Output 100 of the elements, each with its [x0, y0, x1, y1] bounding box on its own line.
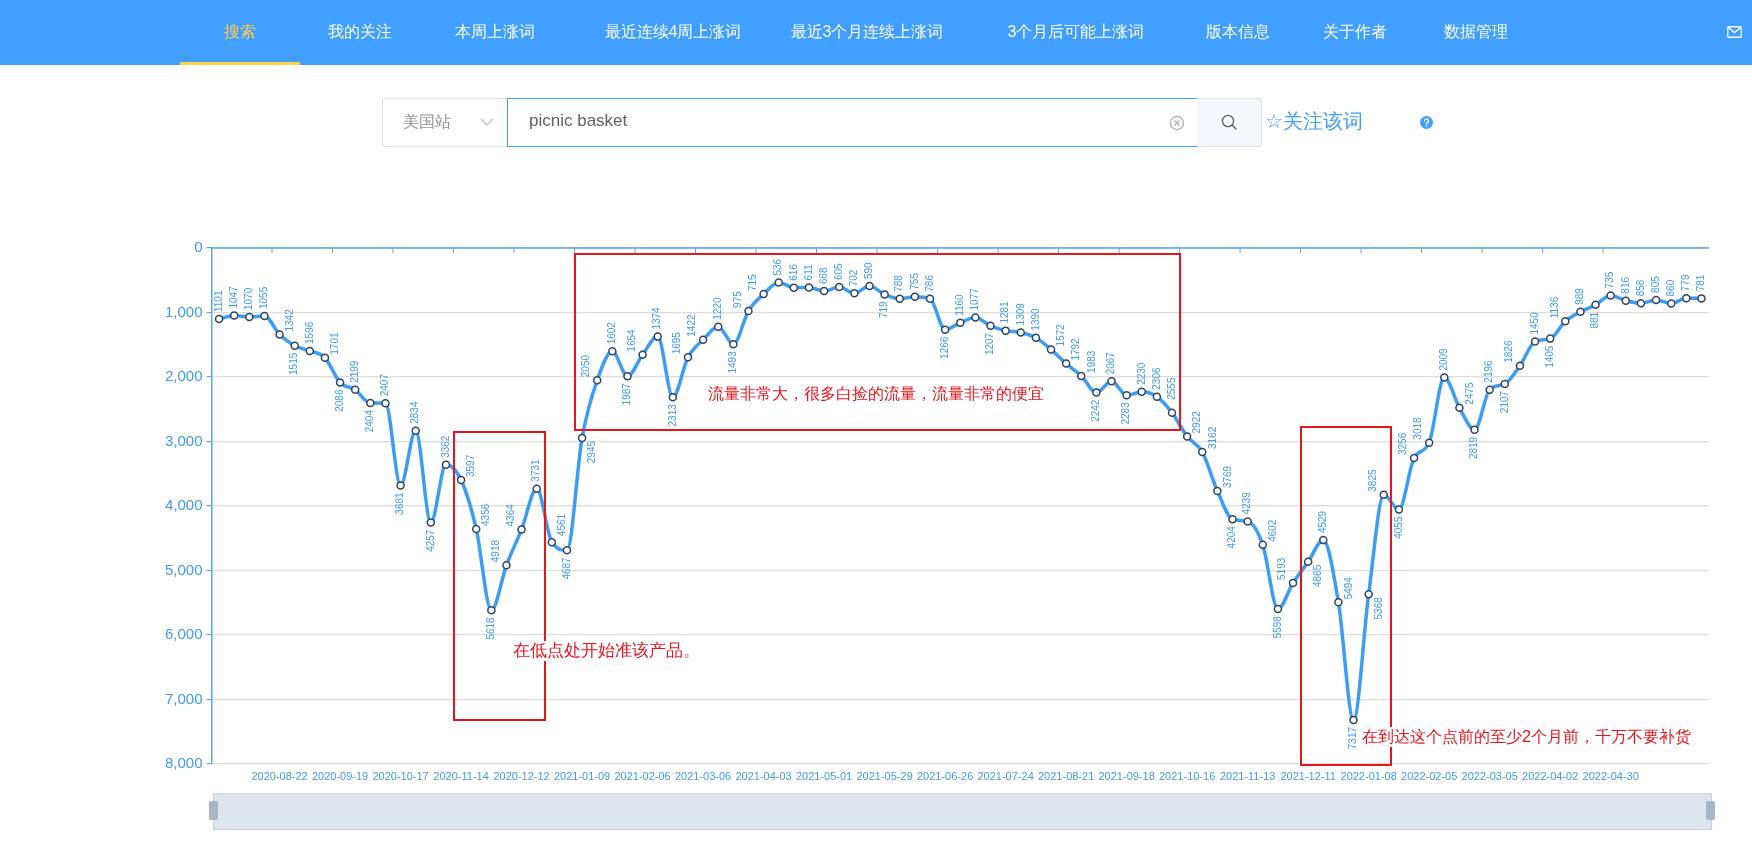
x-tick-label: 2022-03-05 [1461, 769, 1518, 782]
data-label: 536 [772, 258, 784, 276]
data-label: 781 [1695, 274, 1707, 292]
text: 最近连续4周上涨词 [604, 22, 742, 42]
data-label: 735 [1604, 271, 1616, 289]
annotation: 在低点处开始准该产品。 [513, 641, 700, 661]
data-label: 755 [908, 272, 920, 290]
data-label: 2555 [1165, 377, 1177, 400]
data-label: 4602 [1267, 519, 1279, 542]
data-label: 605 [832, 262, 844, 281]
x-tick-label: 2020-08-22 [251, 769, 308, 782]
x-tick-label: 2021-01-09 [553, 769, 611, 782]
data-label: 4257 [424, 529, 436, 552]
data-label: 616 [787, 263, 799, 281]
data-label: 1220 [711, 297, 723, 320]
y-tick-label: 1,000 [164, 302, 203, 320]
data-label: 881 [1589, 311, 1601, 329]
data-label: 1826 [1503, 340, 1515, 363]
data-label: 590 [863, 261, 875, 280]
x-tick-label: 2022-04-02 [1522, 769, 1579, 782]
data-label: 2945 [586, 440, 598, 464]
data-label: 989 [1574, 287, 1586, 305]
slider-handle[interactable] [1706, 801, 1715, 820]
data-label: 5494 [1342, 576, 1354, 600]
data-label: 5368 [1372, 596, 1384, 620]
data-label: 2407 [379, 373, 391, 397]
data-label: 1070 [243, 287, 255, 311]
data-label: 1701 [329, 332, 341, 355]
data-label: 1493 [727, 350, 739, 374]
data-label: 1281 [999, 300, 1011, 324]
data-label: 2283 [1120, 401, 1132, 425]
x-tick-label: 2022-01-08 [1340, 769, 1397, 782]
data-label: 4356 [480, 503, 492, 526]
data-label: 1055 [258, 286, 270, 310]
data-label: 2306 [1150, 367, 1162, 390]
data-label: 1987 [621, 382, 633, 406]
data-label: 5598 [1271, 615, 1283, 639]
data-label: 4364 [504, 503, 516, 527]
text: 版本信息 [1206, 22, 1270, 42]
search-button[interactable] [1197, 98, 1262, 147]
data-label: 1602 [606, 321, 618, 345]
text: 搜索 [224, 22, 256, 42]
data-label: 1390 [1029, 307, 1041, 331]
data-label: 3769 [1221, 465, 1233, 489]
x-tick-label: 2022-02-05 [1401, 769, 1458, 782]
x-tick-label: 2021-12-11 [1280, 769, 1336, 782]
data-label: 786 [923, 274, 935, 292]
x-tick-label: 2021-06-26 [916, 769, 974, 782]
slider-handle[interactable] [209, 801, 218, 820]
text: 我的关注 [328, 22, 392, 42]
x-tick-label: 2020-10-17 [372, 769, 429, 782]
y-tick-label: 7,000 [164, 689, 203, 707]
data-label: 816 [1619, 276, 1631, 294]
data-label: 1596 [303, 321, 315, 344]
y-tick-label: 0 [194, 238, 203, 256]
data-label: 1101 [212, 290, 224, 313]
data-label: 1792 [1070, 337, 1082, 361]
data-label: 4204 [1226, 525, 1238, 549]
data-label: 1207 [984, 332, 996, 356]
text: picnic basket [529, 110, 628, 132]
x-tick-label: 2021-08-21 [1037, 769, 1095, 782]
data-label: 858 [1634, 279, 1646, 297]
data-label: 4529 [1317, 510, 1329, 534]
annotation: 流量非常大，很多白捡的流量，流量非常的便宜 [708, 384, 1044, 404]
data-label: 2819 [1468, 436, 1480, 460]
y-tick-label: 4,000 [164, 496, 203, 514]
data-label: 3362 [439, 435, 451, 458]
x-tick-label: 2021-02-06 [614, 769, 671, 782]
data-label: 975 [731, 290, 743, 308]
data-label: 611 [802, 264, 814, 281]
x-tick-label: 2021-07-24 [977, 769, 1034, 782]
x-tick-label: 2021-05-01 [795, 769, 853, 782]
data-label: 1160 [954, 293, 965, 316]
data-label: 860 [1664, 279, 1676, 297]
text: ☆关注该词 [1265, 109, 1363, 134]
x-tick-label: 2020-09-19 [311, 769, 369, 782]
data-label: 2834 [409, 401, 421, 424]
data-label: 2922 [1191, 410, 1203, 434]
text: 数据管理 [1444, 22, 1508, 42]
data-label: 2230 [1135, 362, 1147, 385]
data-label: 3162 [1206, 426, 1218, 449]
data-label: 2242 [1090, 399, 1102, 422]
data-label: 4239 [1241, 491, 1253, 515]
range-slider[interactable] [213, 793, 1712, 830]
data-label: 1077 [969, 287, 981, 311]
data-label: 2050 [580, 354, 592, 378]
data-label: 4687 [560, 556, 572, 580]
data-label: 4918 [489, 539, 501, 563]
search-field[interactable] [507, 98, 1198, 147]
data-label: 1047 [227, 285, 239, 309]
annotation: 在到达这个点前的至少2个月前，千万不要补货 [1362, 727, 1691, 747]
data-label: 1266 [938, 336, 950, 359]
site-select[interactable] [382, 98, 508, 147]
x-tick-label: 2021-05-29 [856, 769, 913, 782]
data-label: 1309 [1014, 302, 1026, 326]
data-label: 2199 [348, 360, 360, 383]
y-tick-label: 6,000 [164, 625, 203, 643]
x-tick-label: 2021-09-18 [1098, 769, 1155, 782]
y-tick-label: 2,000 [164, 367, 203, 385]
data-label: 1983 [1085, 350, 1097, 373]
